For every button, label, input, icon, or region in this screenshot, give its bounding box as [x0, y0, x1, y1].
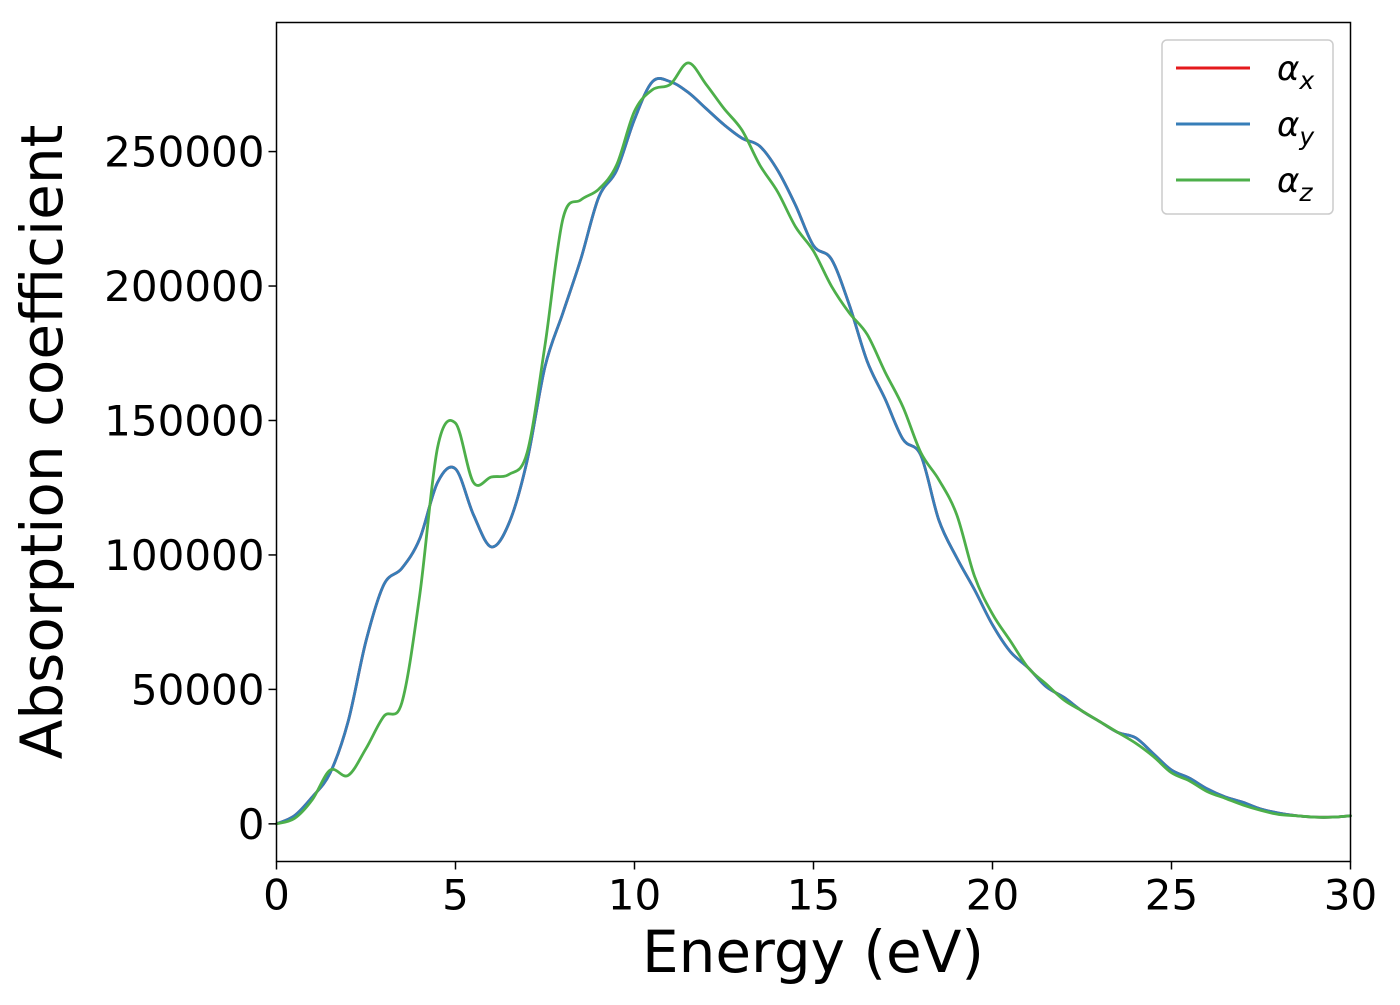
series-layer	[275, 61, 1352, 826]
y-tick-label: 250000	[104, 128, 264, 177]
legend-label-alpha-z: αz	[1277, 161, 1313, 207]
y-tick-label: 0	[238, 800, 265, 849]
x-tick-label: 25	[1145, 871, 1198, 920]
legend-items: αx αy αz	[1176, 49, 1315, 207]
x-tick-label: 15	[787, 871, 840, 920]
y-tick-label: 100000	[104, 531, 264, 580]
x-tick-label: 30	[1324, 871, 1377, 920]
series-line-alpha-z	[275, 61, 1352, 826]
legend-label-alpha-y: αy	[1277, 105, 1315, 151]
legend-label-alpha-x: αx	[1277, 49, 1314, 95]
legend-box	[1161, 39, 1334, 215]
y-axis-label: Absorption coefficient	[8, 125, 76, 760]
x-axis-label: Energy (eV)	[642, 918, 984, 986]
legend: αx αy αz	[1161, 39, 1334, 215]
x-tick-label: 10	[608, 871, 661, 920]
x-tick-label: 5	[442, 871, 469, 920]
ticks-layer: 0 5 10 15 20 25 30 0 50000 100000 150000 200000 2500…	[104, 128, 1377, 920]
y-tick-label: 150000	[104, 396, 264, 445]
y-tick-label: 200000	[104, 262, 264, 311]
y-tick-label: 50000	[131, 665, 265, 714]
series-line-alpha-y	[275, 77, 1352, 826]
x-tick-label: 0	[263, 871, 290, 920]
x-tick-label: 20	[966, 871, 1019, 920]
